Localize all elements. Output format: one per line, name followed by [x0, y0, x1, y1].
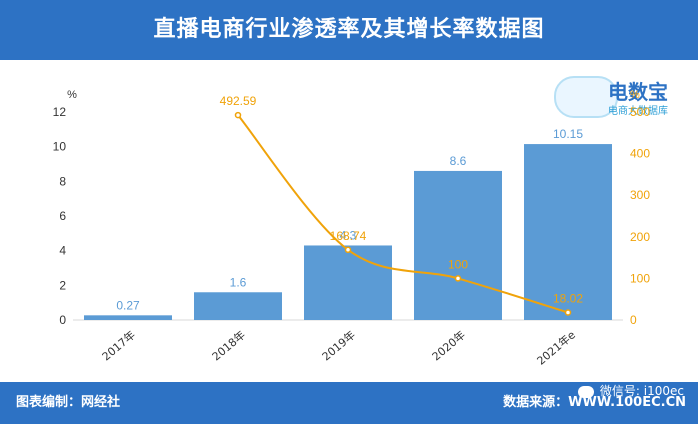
line-point	[344, 246, 352, 254]
left-axis-tick: 4	[59, 244, 66, 258]
bar	[84, 315, 172, 320]
line-series	[234, 111, 572, 316]
line-point	[234, 111, 242, 119]
category-label: 2021年e	[534, 327, 578, 367]
right-axis-unit: %	[630, 89, 640, 101]
right-axis-tick: 300	[630, 188, 650, 202]
right-axis-tick: 400	[630, 147, 650, 161]
right-axis-tick: 200	[630, 230, 650, 244]
left-axis-tick: 8	[59, 174, 66, 188]
header-bar	[0, 0, 698, 60]
wechat-icon	[577, 385, 594, 398]
line-point	[454, 275, 462, 282]
bar	[194, 292, 282, 320]
category-label: 2019年	[319, 328, 358, 364]
category-label: 2020年	[429, 328, 468, 364]
chart-title: 直播电商行业渗透率及其增长率数据图	[153, 17, 545, 42]
line-value-label: 168.74	[330, 229, 367, 243]
bars	[84, 144, 612, 320]
category-label: 2017年	[99, 328, 138, 364]
footer-source-right: 数据来源：WWW.100EC.CN	[503, 395, 686, 410]
line-value-label: 18.02	[553, 292, 583, 306]
category-label: 2018年	[209, 328, 248, 364]
left-axis-unit: %	[67, 89, 77, 101]
chart: 0 2 4 6 8 10 12% 0 100 200 300 400 500% 0.27 2017年 1.…	[53, 89, 651, 368]
bar	[304, 245, 392, 320]
bar	[414, 170, 502, 320]
brand-subtitle: 电商大数据库	[608, 106, 668, 117]
line-value-label: 100	[448, 257, 468, 271]
bar-value-label: 10.15	[553, 127, 583, 141]
right-axis-tick: 500	[630, 105, 650, 119]
left-axis-tick: 12	[53, 105, 67, 119]
left-axis-tick: 6	[59, 209, 66, 223]
right-axis-tick: 0	[630, 313, 637, 327]
left-axis-tick: 10	[53, 140, 67, 154]
bar-value-label: 0.27	[116, 298, 140, 312]
brand-name: 电数宝	[608, 80, 668, 104]
right-axis-tick: 100	[630, 271, 650, 285]
wechat-text: 微信号: i100ec	[599, 384, 684, 398]
left-axis-tick: 2	[59, 278, 66, 292]
wechat-id: 微信号: i100ec	[577, 382, 684, 400]
bar-value-label: 1.6	[230, 275, 247, 289]
right-axis: 0 100 200 300 400 500%	[630, 89, 650, 327]
bar-value-label: 8.6	[450, 154, 467, 168]
labels: 0.27 2017年 1.6 2018年 4.3 2019年 8.6 2020年 10.15 20…	[99, 94, 583, 368]
cloud-icon	[554, 76, 618, 118]
line-point	[564, 309, 572, 316]
left-axis-tick: 0	[59, 313, 66, 327]
bar-value-label: 4.3	[340, 228, 357, 242]
footer-source-left: 图表编制：网经社	[16, 395, 121, 410]
line-value-label: 492.59	[220, 94, 257, 108]
bar	[524, 144, 612, 320]
growth-line	[237, 114, 569, 314]
brand-logo: 电数宝 电商大数据库	[548, 70, 688, 120]
